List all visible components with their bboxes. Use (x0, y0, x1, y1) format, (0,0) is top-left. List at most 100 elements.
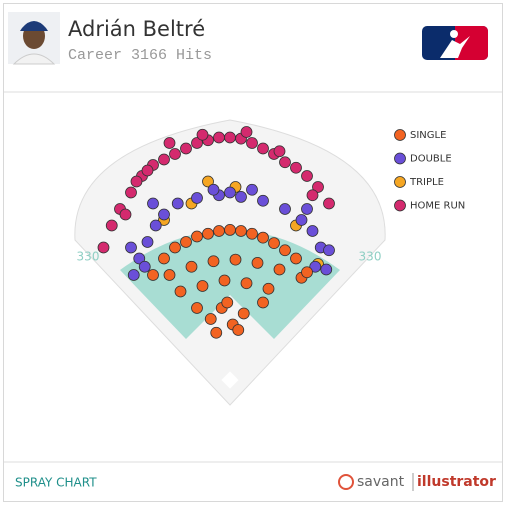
hit-point (169, 148, 181, 160)
hit-point (191, 302, 203, 314)
legend: SINGLE DOUBLE TRIPLE HOME RUN (394, 129, 465, 212)
hit-point (232, 324, 245, 336)
hit-point (279, 244, 291, 257)
hit-point (279, 156, 291, 169)
hit-point (295, 214, 308, 226)
hit-point (191, 192, 203, 204)
hit-point (218, 274, 231, 287)
hit-point (163, 269, 176, 281)
hit-point (257, 194, 269, 207)
hit-point (158, 153, 170, 166)
hit-point (97, 241, 110, 254)
fence-distance: 330 (359, 250, 382, 264)
hit-point (125, 241, 137, 254)
hit-point (147, 269, 159, 281)
legend-swatch (394, 129, 406, 141)
hit-point (235, 190, 247, 203)
hit-point (235, 225, 247, 237)
hit-point (213, 225, 225, 237)
hit-point (138, 260, 151, 273)
hit-point (147, 197, 159, 210)
hit-point (196, 128, 209, 141)
hit-point (158, 208, 170, 221)
hit-point (246, 183, 258, 196)
hit-point (180, 142, 192, 155)
hit-point (312, 181, 324, 193)
hit-point (213, 131, 225, 144)
hit-point (306, 189, 319, 202)
hit-point (224, 131, 236, 144)
hit-point (202, 227, 214, 240)
subtitle: Career 3166 Hits (68, 47, 212, 64)
hit-point (290, 252, 302, 265)
hit-point (224, 223, 236, 236)
hit-point (262, 282, 275, 295)
hit-point (191, 230, 203, 243)
hit-point (191, 137, 203, 149)
hit-point (185, 260, 198, 273)
hit-point (257, 142, 269, 155)
hit-point (257, 231, 269, 244)
hit-point (221, 296, 234, 309)
hit-point (301, 203, 313, 215)
hit-point (210, 326, 223, 339)
hit-point (257, 296, 269, 309)
mlb-logo (422, 26, 488, 60)
legend-label: HOME RUN (410, 201, 465, 212)
hit-point (323, 244, 335, 257)
legend-swatch (394, 176, 406, 188)
hit-point (273, 145, 286, 158)
hit-point (125, 186, 137, 199)
hit-point (149, 219, 162, 232)
fence-distance: 330 (77, 250, 100, 264)
hit-point (196, 280, 209, 292)
hit-point (301, 170, 313, 182)
hit-point (163, 137, 176, 149)
hit-point (171, 197, 184, 210)
legend-label: SINGLE (410, 130, 446, 141)
player-photo (8, 12, 60, 65)
hit-point (246, 137, 258, 149)
hit-point (301, 266, 313, 279)
hit-point (169, 241, 181, 254)
legend-label: TRIPLE (409, 177, 444, 188)
hit-point (290, 161, 302, 174)
hit-point (158, 252, 170, 265)
hit-point (237, 307, 250, 320)
hit-point (240, 126, 253, 138)
player-name: Adrián Beltré (68, 17, 205, 41)
hit-point (133, 252, 146, 265)
hit-point (141, 164, 154, 177)
footer-label: SPRAY CHART (15, 476, 97, 490)
hit-point (273, 263, 286, 276)
hit-point (224, 186, 236, 199)
legend-swatch (394, 199, 406, 212)
legend-swatch (394, 152, 406, 165)
hit-point (127, 269, 140, 281)
hit-point (105, 219, 118, 232)
hit-point (119, 208, 132, 221)
hit-point (306, 225, 319, 237)
hit-point (130, 175, 143, 188)
hit-point (202, 175, 214, 188)
hit-point (207, 183, 220, 196)
hit-point (240, 277, 253, 290)
hit-point (251, 256, 264, 269)
brand-illustrator: illustrator (417, 474, 496, 490)
hit-point (246, 227, 258, 240)
hit-point (180, 236, 192, 248)
hit-point (204, 313, 217, 325)
hit-point (309, 260, 322, 273)
hit-point (320, 263, 333, 276)
hit-point (279, 203, 291, 215)
hit-points (97, 126, 335, 339)
brand-savant: savant (357, 474, 405, 490)
legend-label: DOUBLE (410, 154, 452, 165)
hit-point (229, 253, 242, 266)
hit-point (323, 197, 335, 210)
hit-point (207, 255, 220, 268)
hit-point (141, 236, 154, 248)
hit-point (174, 285, 187, 298)
hit-point (268, 237, 280, 250)
